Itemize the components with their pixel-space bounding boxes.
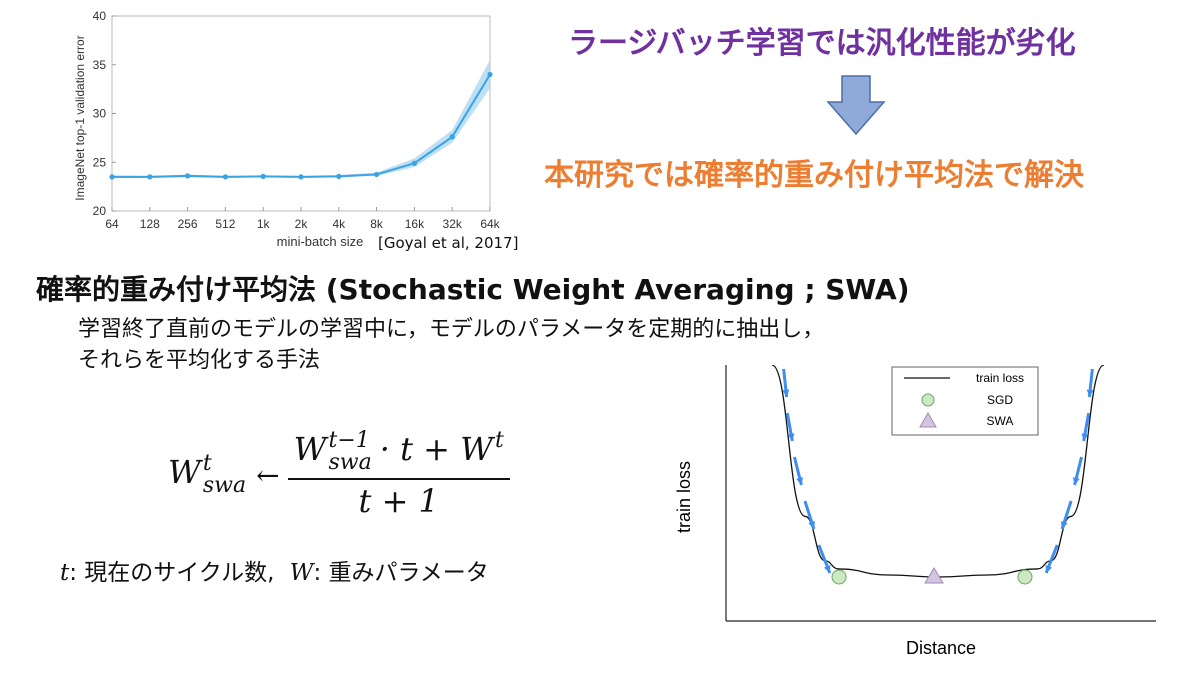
note-w-symbol: W	[289, 560, 314, 586]
data-point	[109, 174, 115, 180]
x-tick-label: 64k	[480, 217, 500, 231]
formula-lhs: W t swa	[168, 453, 246, 497]
y-axis-label: train loss	[674, 461, 694, 533]
error-series-line	[112, 73, 491, 178]
citation: [Goyal et al, 2017]	[378, 234, 519, 252]
sgd-point	[1017, 569, 1033, 585]
data-point	[449, 134, 455, 140]
x-axis-label: Distance	[906, 638, 976, 658]
sgd-step-arrow	[1044, 544, 1059, 574]
x-tick-label: 512	[215, 217, 235, 231]
y-tick-label: 25	[93, 155, 107, 169]
y-tick-label: 35	[93, 58, 107, 72]
data-point	[185, 173, 191, 179]
validation-error-chart: 64 128 256 512 1k 2k 4k 8k 16k 32k 64k 2025303540 …	[73, 9, 501, 249]
y-tick-label: 40	[93, 9, 107, 23]
data-point	[260, 173, 266, 179]
x-tick-label: 256	[178, 217, 198, 231]
legend-sgd: SGD	[987, 393, 1013, 407]
formula-arrow: ←	[256, 458, 280, 492]
error-confidence-band	[112, 59, 490, 178]
formula-num-sup2: t	[495, 428, 504, 453]
headline-top: ラージバッチ学習では汎化性能が劣化	[568, 26, 1076, 61]
sgd-step-arrow	[1060, 500, 1073, 530]
formula-fraction: W t−1 swa · t + W t t + 1	[287, 430, 510, 520]
legend: train loss SGD SWA	[891, 366, 1039, 436]
description: 学習終了直前のモデルの学習中に，モデルのパラメータを定期的に抽出し， それらを平…	[78, 314, 824, 376]
formula-lhs-sup: t	[202, 451, 212, 476]
description-line-1: 学習終了直前のモデルの学習中に，モデルのパラメータを定期的に抽出し，	[78, 317, 825, 342]
x-tick-label: 8k	[370, 217, 384, 231]
sgd-step-arrow	[1086, 368, 1094, 398]
legend-sgd-marker	[921, 393, 935, 407]
y-tick-label: 30	[93, 107, 107, 121]
sgd-step-arrow	[1072, 456, 1084, 486]
formula-num-rest: · t + W	[379, 430, 493, 468]
note-t-text: : 現在のサイクル数,	[69, 560, 275, 586]
data-point	[298, 174, 304, 180]
note-t-symbol: t	[60, 560, 70, 586]
description-line-2: それらを平均化する手法	[78, 348, 321, 373]
formula-num-sup: t−1	[328, 428, 370, 453]
sgd-step-arrow	[803, 500, 816, 530]
y-axis-label: ImageNet top-1 validation error	[73, 35, 87, 200]
data-point	[147, 174, 153, 180]
formula-lhs-sub: swa	[202, 473, 247, 498]
plot-frame	[111, 15, 491, 212]
swa-point	[924, 567, 944, 584]
x-tick-label: 16k	[405, 217, 425, 231]
legend-train-loss: train loss	[976, 371, 1024, 385]
x-tick-label: 128	[140, 217, 160, 231]
formula-numerator: W t−1 swa · t + W t	[288, 430, 510, 478]
y-tick-label: 20	[93, 204, 107, 218]
x-tick-label: 64	[105, 217, 119, 231]
data-point	[374, 171, 380, 178]
sgd-step-arrow	[792, 456, 804, 486]
formula-num-sub: swa	[328, 450, 372, 475]
note-w-text: : 重みパラメータ	[313, 560, 489, 586]
legend-swa: SWA	[987, 414, 1014, 428]
section-title: 確率的重み付け平均法 (Stochastic Weight Averaging …	[36, 273, 910, 306]
formula-note: t: 現在のサイクル数, W: 重みパラメータ	[60, 553, 489, 587]
sgd-step-arrow	[1081, 412, 1091, 442]
x-tick-label: 4k	[332, 217, 346, 231]
sgd-step-arrow	[817, 544, 832, 574]
fraction-bar	[287, 478, 510, 480]
x-tick-label: 2k	[295, 217, 309, 231]
x-tick-label: 32k	[443, 217, 463, 231]
sgd-step-arrow	[782, 368, 790, 398]
swa-formula: W t swa ← W t−1 swa · t + W t t + 1	[168, 430, 510, 520]
legend-swa-marker	[919, 411, 937, 428]
data-point	[222, 174, 228, 180]
formula-lhs-w: W	[168, 453, 201, 491]
headline-bottom: 本研究では確率的重み付け平均法で解決	[544, 158, 1084, 193]
data-point	[336, 173, 342, 179]
x-tick-label: 1k	[257, 217, 271, 231]
train-loss-chart: train loss SGD SWA Distance train loss	[674, 365, 1156, 658]
formula-num-w: W	[293, 430, 327, 468]
data-point	[487, 71, 493, 78]
down-arrow-icon	[826, 75, 886, 136]
x-axis-label: mini-batch size	[277, 234, 364, 249]
sgd-point	[831, 569, 847, 585]
sgd-step-arrow	[785, 412, 795, 442]
data-point	[411, 160, 417, 166]
formula-denominator: t + 1	[358, 482, 439, 520]
